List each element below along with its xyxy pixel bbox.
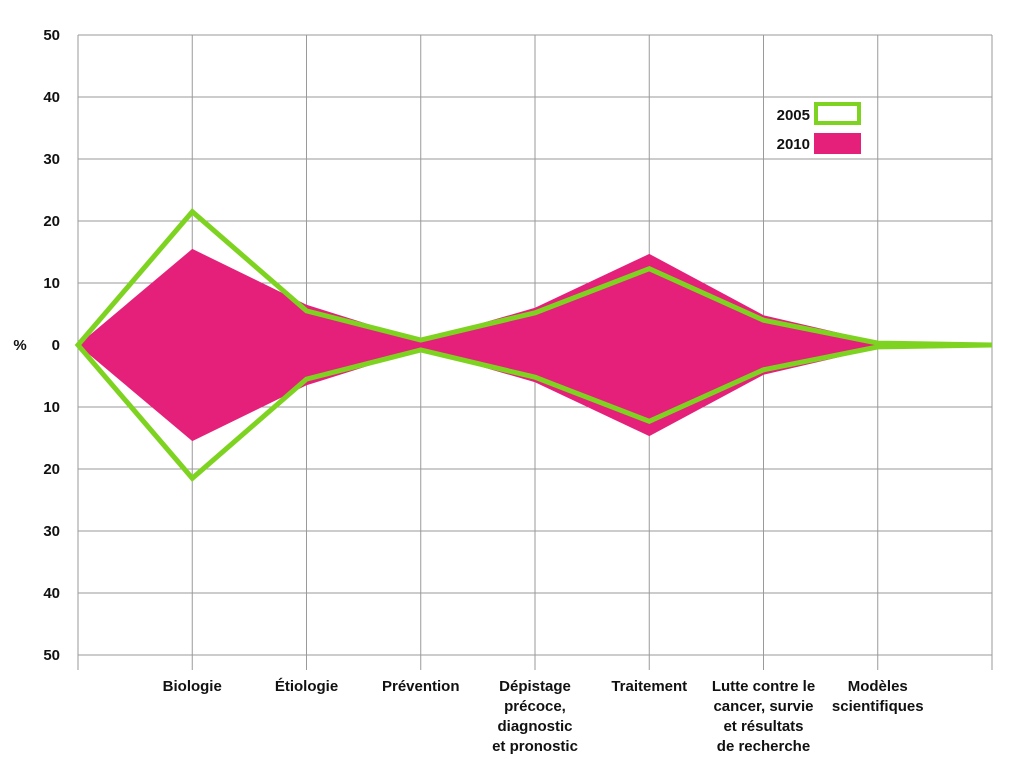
x-category-label-6-line-1: cancer, survie xyxy=(713,698,813,715)
y-tick-label-4: 10 xyxy=(43,275,60,292)
y-tick-label-5: 0 xyxy=(52,337,60,354)
series-2005-outline xyxy=(74,208,993,482)
x-category-label-5: Traitement xyxy=(611,678,687,695)
y-axis-ticks: 50 40 30 20 10 0 10 20 30 40 50 xyxy=(43,27,60,664)
legend: 2005 2010 xyxy=(777,102,861,154)
legend-label-2010: 2010 xyxy=(777,136,810,153)
y-tick-label-8: 30 xyxy=(43,523,60,540)
y-tick-label-7: 20 xyxy=(43,461,60,478)
x-category-label-4-line-0: Dépistage xyxy=(499,678,571,695)
series-2005-shape xyxy=(74,208,993,482)
y-tick-label-6: 10 xyxy=(43,399,60,416)
legend-swatch-2010 xyxy=(814,133,861,154)
x-category-label-4: Dépistage précoce, diagnostic et pronostic xyxy=(492,678,578,755)
x-category-label-6-line-0: Lutte contre le xyxy=(712,678,815,695)
y-tick-label-9: 40 xyxy=(43,585,60,602)
x-category-label-4-line-1: précoce, xyxy=(504,698,566,715)
x-category-label-1-line-0: Biologie xyxy=(163,678,222,695)
x-category-label-6: Lutte contre le cancer, survie et résultat… xyxy=(712,678,815,755)
x-category-label-6-line-2: et résultats xyxy=(723,718,803,735)
series-2010-shape xyxy=(78,248,992,442)
x-category-label-1: Biologie xyxy=(163,678,222,695)
x-axis-category-labels: Biologie Étiologie Prévention Dépistage préc… xyxy=(163,678,924,755)
x-category-label-7-line-1: scientifiques xyxy=(832,698,924,715)
series-2010-area xyxy=(78,248,992,442)
x-category-label-4-line-3: et pronostic xyxy=(492,738,578,755)
x-category-label-7-line-0: Modèles xyxy=(848,678,908,695)
y-tick-label-2: 30 xyxy=(43,151,60,168)
legend-label-2005: 2005 xyxy=(777,107,810,124)
y-tick-label-3: 20 xyxy=(43,213,60,230)
x-category-label-4-line-2: diagnostic xyxy=(497,718,572,735)
y-tick-label-10: 50 xyxy=(43,647,60,664)
x-category-label-5-line-0: Traitement xyxy=(611,678,687,695)
x-category-label-6-line-3: de recherche xyxy=(717,738,810,755)
x-category-label-3-line-0: Prévention xyxy=(382,678,460,695)
y-tick-label-0: 50 xyxy=(43,27,60,44)
x-category-label-2-line-0: Étiologie xyxy=(275,678,338,695)
x-category-label-7: Modèles scientifiques xyxy=(832,678,924,715)
y-axis-label: % xyxy=(13,337,26,354)
x-category-label-2: Étiologie xyxy=(275,678,338,695)
x-category-label-3: Prévention xyxy=(382,678,460,695)
legend-swatch-2005 xyxy=(814,102,861,125)
y-tick-label-1: 40 xyxy=(43,89,60,106)
